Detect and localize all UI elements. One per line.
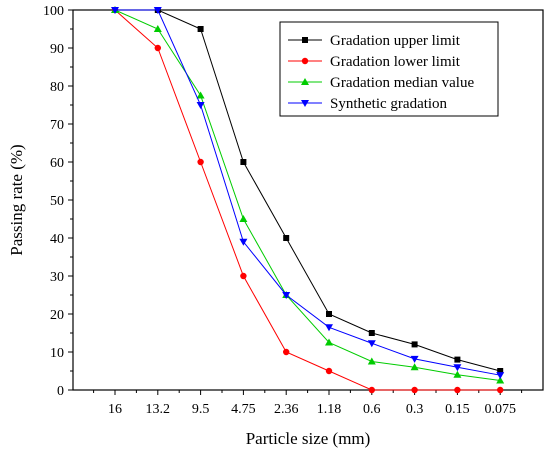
data-point bbox=[367, 340, 376, 348]
y-tick-label: 70 bbox=[50, 118, 64, 133]
y-axis: 0 10 20 30 40 50 60 70 80 90 100 bbox=[43, 4, 73, 399]
legend-label: Synthetic gradation bbox=[330, 96, 448, 112]
data-point bbox=[496, 372, 505, 380]
data-point bbox=[111, 7, 119, 14]
data-point bbox=[239, 238, 248, 246]
legend-label: Gradation lower limit bbox=[330, 54, 461, 70]
x-tick-label: 2.36 bbox=[274, 402, 299, 417]
legend-item: Gradation upper limit bbox=[288, 33, 461, 49]
y-tick-label: 10 bbox=[50, 346, 64, 361]
legend-item: Gradation median value bbox=[288, 75, 474, 91]
legend-marker bbox=[301, 100, 309, 107]
data-point bbox=[368, 330, 375, 336]
legend-label: Gradation upper limit bbox=[330, 33, 461, 49]
data-point bbox=[240, 159, 247, 165]
data-point bbox=[196, 102, 205, 109]
data-point bbox=[239, 215, 248, 222]
y-tick-label: 60 bbox=[50, 156, 64, 171]
x-tick-label: 9.5 bbox=[192, 402, 210, 417]
data-point bbox=[410, 355, 419, 363]
y-tick-label: 100 bbox=[43, 4, 64, 19]
data-point bbox=[411, 341, 418, 348]
data-point bbox=[283, 348, 290, 356]
legend-marker bbox=[302, 37, 308, 43]
x-axis-title: Particle size (mm) bbox=[246, 429, 371, 448]
data-point bbox=[410, 363, 419, 371]
series-line bbox=[115, 9, 501, 372]
y-axis-title: Passing rate (%) bbox=[7, 144, 26, 255]
x-axis: 16 13.2 9.5 4.75 2.36 1.18 0.6 0.3 0.15 0.075 bbox=[93, 390, 523, 417]
y-tick-label: 30 bbox=[50, 270, 64, 285]
data-point bbox=[454, 356, 461, 363]
data-point bbox=[196, 91, 205, 99]
data-point bbox=[496, 376, 505, 384]
legend-marker bbox=[301, 57, 309, 65]
x-tick-label: 1.18 bbox=[317, 402, 342, 417]
series-line bbox=[115, 9, 501, 376]
data-point bbox=[153, 25, 162, 32]
y-tick-label: 90 bbox=[50, 42, 64, 57]
series-synthetic-gradation bbox=[111, 7, 505, 380]
data-point bbox=[283, 235, 290, 241]
legend-item: Synthetic gradation bbox=[288, 96, 448, 112]
data-point bbox=[367, 357, 376, 365]
data-point bbox=[326, 311, 332, 317]
x-tick-label: 16 bbox=[108, 402, 122, 417]
data-point bbox=[197, 158, 204, 166]
x-tick-label: 0.3 bbox=[406, 402, 424, 417]
data-point bbox=[453, 370, 462, 378]
data-point bbox=[282, 292, 291, 299]
data-point bbox=[454, 386, 461, 394]
data-point bbox=[368, 386, 375, 394]
series-layer bbox=[111, 6, 505, 394]
data-point bbox=[197, 26, 204, 32]
y-tick-label: 0 bbox=[57, 384, 64, 399]
data-point bbox=[325, 367, 333, 375]
y-tick-label: 20 bbox=[50, 308, 64, 323]
series-line bbox=[114, 9, 501, 391]
data-point bbox=[497, 368, 504, 374]
data-point bbox=[154, 44, 161, 52]
x-tick-label: 13.2 bbox=[146, 402, 171, 417]
x-tick-label: 0.075 bbox=[484, 402, 516, 417]
legend-item: Gradation lower limit bbox=[288, 54, 461, 70]
legend-box bbox=[279, 21, 499, 117]
series-line bbox=[114, 9, 501, 381]
data-point bbox=[325, 338, 333, 346]
y-tick-label: 80 bbox=[50, 80, 64, 95]
data-point bbox=[325, 324, 333, 332]
data-point bbox=[240, 272, 247, 280]
x-tick-label: 0.15 bbox=[445, 402, 470, 417]
x-tick-label: 4.75 bbox=[231, 402, 256, 417]
legend-marker bbox=[301, 78, 309, 85]
y-tick-label: 40 bbox=[50, 232, 64, 247]
x-tick-label: 0.6 bbox=[363, 402, 381, 417]
data-point bbox=[411, 386, 418, 394]
data-point bbox=[153, 7, 162, 14]
data-point bbox=[453, 364, 462, 372]
data-point bbox=[497, 386, 504, 394]
y-tick-label: 50 bbox=[50, 194, 64, 209]
legend: Gradation upper limit Gradation lower lim… bbox=[279, 21, 499, 117]
legend-label: Gradation median value bbox=[330, 75, 474, 91]
